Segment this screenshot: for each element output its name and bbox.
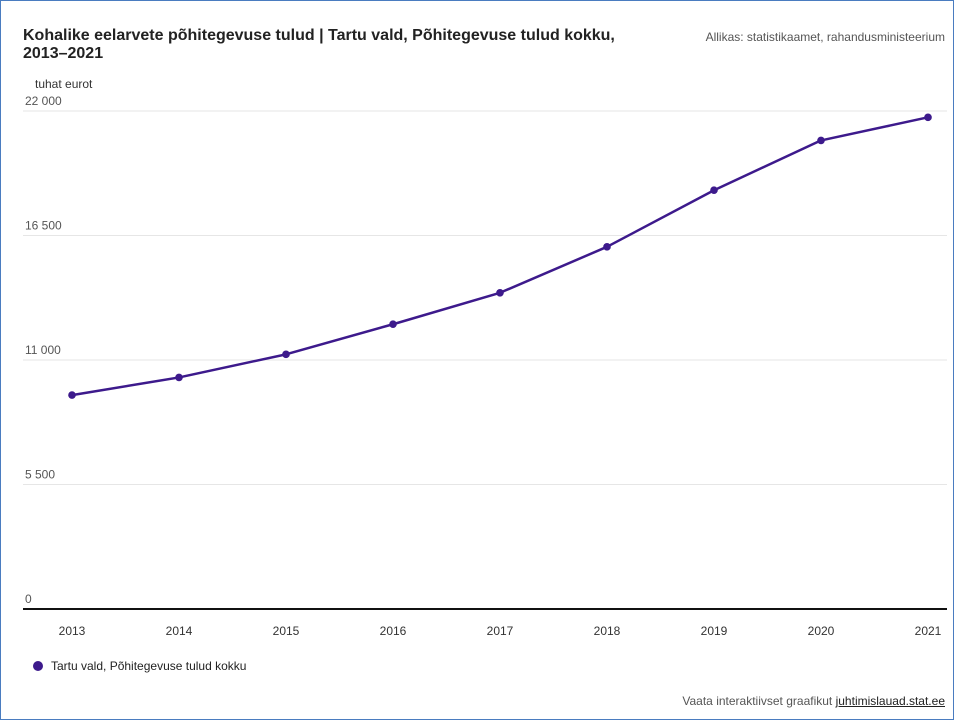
x-tick-label: 2019 (701, 624, 728, 638)
data-point (924, 113, 932, 122)
data-point (389, 320, 397, 329)
data-point (68, 391, 76, 399)
y-tick-label: 22 000 (25, 94, 62, 108)
legend-label: Tartu vald, Põhitegevuse tulud kokku (51, 659, 247, 673)
data-point (817, 136, 825, 145)
y-axis-label: tuhat eurot (35, 77, 93, 91)
series-line (71, 116, 929, 397)
footer-link[interactable]: juhtimislauad.stat.ee (835, 694, 945, 708)
source-note: Allikas: statistikaamet, rahandusministe… (705, 30, 945, 44)
y-tick-label: 0 (25, 592, 32, 606)
data-point (496, 288, 504, 297)
data-point (282, 350, 290, 359)
legend-marker (33, 661, 43, 671)
data-point (603, 243, 611, 251)
data-point (710, 186, 718, 195)
x-tick-label: 2021 (915, 624, 942, 638)
y-tick-label: 5 500 (25, 468, 55, 482)
x-tick-label: 2013 (59, 624, 86, 638)
x-tick-label: 2016 (380, 624, 407, 638)
legend[interactable]: Tartu vald, Põhitegevuse tulud kokku (33, 659, 246, 673)
footer-note: Vaata interaktiivset graafikut juhtimisl… (682, 694, 945, 708)
x-tick-label: 2020 (808, 624, 835, 638)
x-tick-label: 2018 (594, 624, 621, 638)
y-tick-label: 11 000 (25, 343, 61, 357)
x-tick-label: 2014 (166, 624, 193, 638)
y-tick-label: 16 500 (25, 219, 62, 233)
footer-text: Vaata interaktiivset graafikut (682, 694, 833, 708)
data-point (175, 373, 183, 382)
x-tick-label: 2015 (273, 624, 300, 638)
x-tick-label: 2017 (487, 624, 514, 638)
chart-title: Kohalike eelarvete põhitegevuse tulud | … (23, 27, 615, 62)
